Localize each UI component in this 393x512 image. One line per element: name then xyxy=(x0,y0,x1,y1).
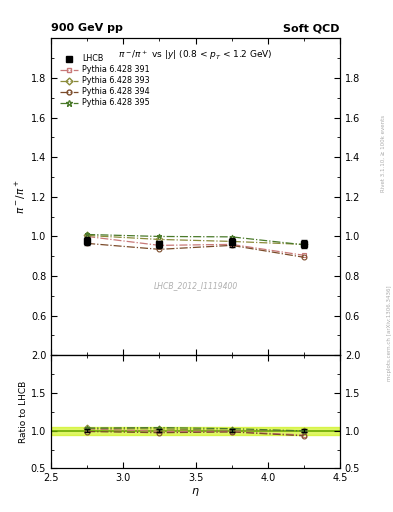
Pythia 6.428 393 xyxy=(229,239,234,245)
Text: LHCB_2012_I1119400: LHCB_2012_I1119400 xyxy=(153,281,238,290)
Pythia 6.428 391 xyxy=(229,241,234,247)
Pythia 6.428 391 xyxy=(157,242,162,248)
Text: 900 GeV pp: 900 GeV pp xyxy=(51,23,123,33)
Text: Rivet 3.1.10, ≥ 100k events: Rivet 3.1.10, ≥ 100k events xyxy=(381,115,386,192)
Legend: LHCB, Pythia 6.428 391, Pythia 6.428 393, Pythia 6.428 394, Pythia 6.428 395: LHCB, Pythia 6.428 391, Pythia 6.428 393… xyxy=(58,52,152,110)
Y-axis label: $\pi^-/\pi^+$: $\pi^-/\pi^+$ xyxy=(14,179,28,215)
Pythia 6.428 395 xyxy=(85,231,90,238)
Pythia 6.428 395 xyxy=(229,234,234,240)
Y-axis label: Ratio to LHCB: Ratio to LHCB xyxy=(19,381,28,443)
Pythia 6.428 393 xyxy=(157,237,162,243)
Bar xyxy=(51,427,340,435)
Line: Pythia 6.428 391: Pythia 6.428 391 xyxy=(85,234,306,258)
Text: $\pi^-/\pi^+$ vs $|y|$ (0.8 < $p_T$ < 1.2 GeV): $\pi^-/\pi^+$ vs $|y|$ (0.8 < $p_T$ < 1.… xyxy=(118,48,273,61)
Line: Pythia 6.428 394: Pythia 6.428 394 xyxy=(85,241,306,260)
Pythia 6.428 393 xyxy=(85,232,90,239)
X-axis label: $\eta$: $\eta$ xyxy=(191,486,200,498)
Pythia 6.428 391 xyxy=(301,252,306,259)
Pythia 6.428 393 xyxy=(301,241,306,247)
Line: Pythia 6.428 393: Pythia 6.428 393 xyxy=(85,233,306,247)
Pythia 6.428 395 xyxy=(157,233,162,240)
Pythia 6.428 394 xyxy=(157,246,162,252)
Pythia 6.428 394 xyxy=(301,254,306,260)
Line: Pythia 6.428 395: Pythia 6.428 395 xyxy=(85,232,306,247)
Pythia 6.428 394 xyxy=(85,240,90,246)
Pythia 6.428 391 xyxy=(85,233,90,240)
Text: mcplots.cern.ch [arXiv:1306.3436]: mcplots.cern.ch [arXiv:1306.3436] xyxy=(387,285,391,380)
Text: Soft QCD: Soft QCD xyxy=(283,23,340,33)
Pythia 6.428 395 xyxy=(301,242,306,248)
Pythia 6.428 394 xyxy=(229,242,234,248)
